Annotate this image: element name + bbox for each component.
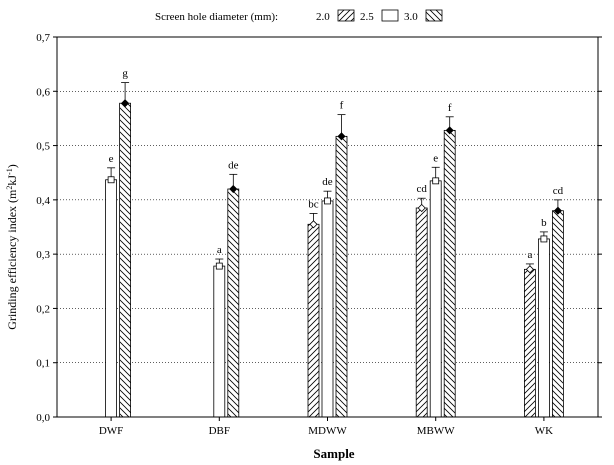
legend: Screen hole diameter (mm): 2.0 2.5 3.0 [155,9,443,23]
y-tick-label: 0,0 [36,412,50,424]
mean-marker [215,262,223,270]
significance-letter: b [541,217,547,229]
bar [335,135,348,418]
x-tick-label: WK [535,425,553,437]
significance-letter: a [527,249,532,261]
mean-marker [121,99,130,108]
mean-marker [337,132,346,141]
x-tick-label: MDWW [308,425,347,437]
y-tick-label: 0,3 [36,249,50,261]
significance-letter: a [217,244,222,256]
axes: 0,0 0,1 0,2 0,3 0,4 0,5 0,6 0,7 DWF DBF MDWW MBWW WK [36,32,602,437]
legend-swatch-2-0 [337,9,355,22]
bar [538,238,550,418]
legend-label-2-5: 2.5 [360,11,374,23]
legend-swatch-3-0 [425,9,443,22]
legend-label-3-0: 3.0 [404,11,418,23]
significance-letter: g [122,68,128,80]
legend-swatch-2-5 [381,9,399,22]
bar [524,268,536,418]
bar [227,188,240,418]
mean-marker [107,176,115,184]
mean-marker [432,177,440,185]
significance-letter: bc [308,198,319,210]
significance-letter: e [109,153,114,165]
mean-marker [540,235,548,243]
x-tick-label: DBF [209,425,230,437]
y-tick-label: 0,5 [36,141,50,153]
significance-letter: de [228,159,239,171]
bar [213,265,226,418]
mean-marker [445,126,454,135]
bar [321,200,334,418]
significance-letter: de [322,176,333,188]
x-tick-label: DWF [99,425,123,437]
mean-marker [309,220,318,229]
mean-marker [525,265,534,274]
legend-title: Screen hole diameter (mm): [155,11,278,23]
significance-letter: e [433,152,438,164]
mean-marker [324,197,331,205]
y-tick-label: 0,6 [36,86,50,98]
significance-letter: f [448,102,452,114]
bar [443,129,456,418]
x-tick-label: MBWW [417,425,456,437]
significance-letter: cd [417,183,428,195]
y-axis-title: Grinding efficiency index (m2kJ-1) [5,164,20,329]
y-tick-label: 0,7 [36,32,50,44]
y-tick-label: 0,4 [36,195,50,207]
x-axis-title: Sample [313,446,354,461]
bar [119,102,131,418]
bar [415,207,428,418]
bar [429,180,442,418]
bar [307,223,320,418]
legend-label-2-0: 2.0 [316,11,330,23]
bar [552,210,564,418]
significance-letter: f [340,100,344,112]
bar [105,179,117,418]
mean-marker [229,184,238,194]
y-tick-label: 0,1 [36,358,50,370]
mean-marker [417,203,426,213]
significance-letter: cd [553,185,564,197]
mean-marker [553,206,562,215]
y-tick-label: 0,2 [36,303,50,315]
